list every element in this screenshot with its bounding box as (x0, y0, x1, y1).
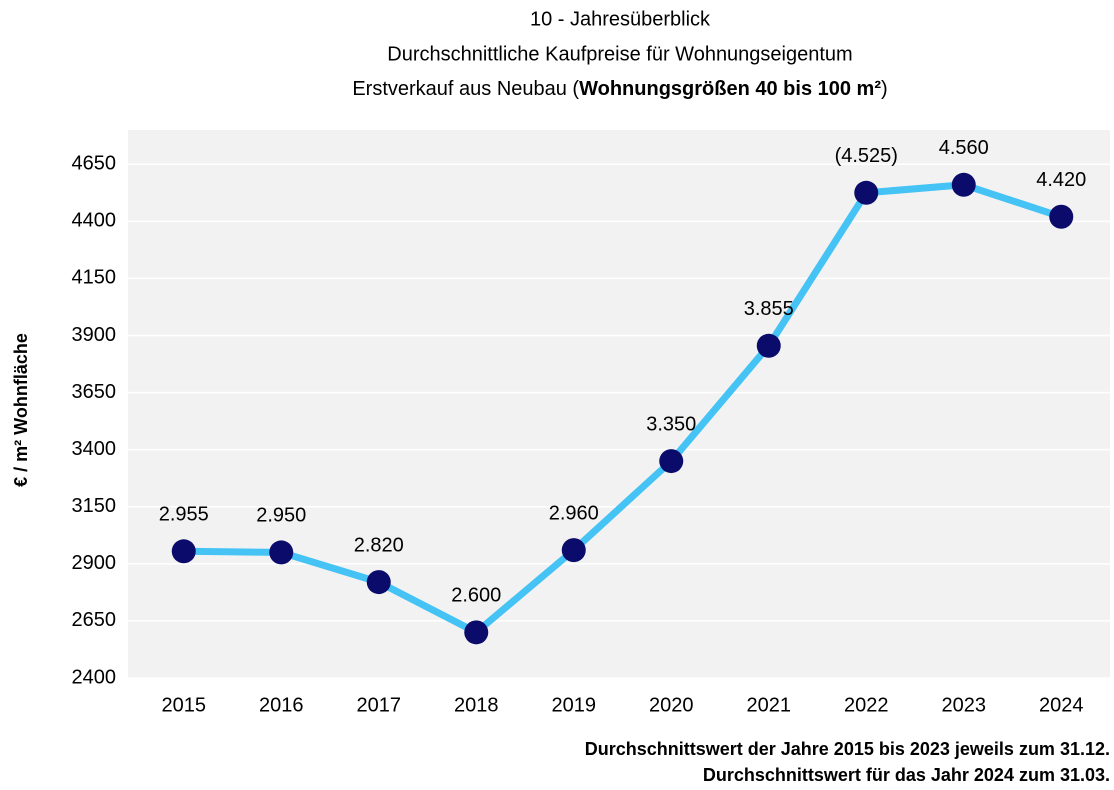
data-label: 3.350 (646, 413, 696, 435)
y-tick-label: 2650 (72, 609, 117, 631)
x-tick-label: 2017 (357, 694, 402, 716)
subtitle-part: Erstverkauf aus Neubau ( (352, 78, 579, 100)
marker (464, 620, 489, 645)
data-label: 4.420 (1036, 169, 1086, 191)
y-tick-label: 3400 (72, 438, 117, 460)
marker (951, 172, 976, 197)
x-tick-label: 2023 (942, 694, 987, 716)
note: Durchschnittswert der Jahre 2015 bis 202… (585, 739, 1110, 759)
y-tick-label: 4400 (72, 210, 117, 232)
x-tick-label: 2016 (259, 694, 304, 716)
y-tick-label: 3900 (72, 324, 117, 346)
chart-subtitle-2: Erstverkauf aus Neubau (Wohnungsgrößen 4… (352, 78, 887, 100)
subtitle-part: ) (881, 78, 888, 100)
data-label: 3.855 (744, 298, 794, 320)
data-label: 2.600 (451, 585, 501, 607)
y-tick-label: 3650 (72, 381, 117, 403)
y-tick-label: 4150 (72, 267, 117, 289)
x-tick-label: 2020 (649, 694, 694, 716)
data-label: 2.955 (159, 504, 209, 526)
marker (269, 540, 294, 565)
chart-subtitle: Durchschnittliche Kaufpreise für Wohnung… (387, 43, 852, 65)
marker (659, 449, 684, 474)
y-axis-label: € / m² Wohnfläche (11, 333, 31, 487)
data-label: 2.950 (256, 505, 306, 527)
marker (756, 333, 781, 358)
chart-title: 10 - Jahresüberblick (530, 8, 711, 30)
y-tick-label: 3150 (72, 495, 117, 517)
data-label: 2.960 (549, 502, 599, 524)
data-label: 4.560 (939, 137, 989, 159)
subtitle-bold: Wohnungsgrößen 40 bis 100 m² (579, 78, 881, 100)
x-tick-label: 2018 (454, 694, 499, 716)
plot-area (128, 130, 1110, 678)
x-tick-label: 2022 (844, 694, 889, 716)
marker (854, 180, 879, 205)
marker (171, 539, 196, 564)
data-label: (4.525) (835, 145, 898, 167)
data-label: 2.820 (354, 534, 404, 556)
note: Durchschnittswert für das Jahr 2024 zum … (703, 765, 1110, 785)
x-tick-label: 2019 (552, 694, 597, 716)
y-tick-label: 2400 (72, 666, 117, 688)
x-tick-label: 2024 (1039, 694, 1084, 716)
line (183, 181, 1063, 636)
y-tick-label: 4650 (72, 153, 117, 175)
x-tick-label: 2021 (747, 694, 792, 716)
marker (366, 570, 391, 595)
x-tick-label: 2015 (162, 694, 207, 716)
marker (1049, 204, 1074, 229)
y-tick-label: 2900 (72, 552, 117, 574)
marker (561, 538, 586, 563)
